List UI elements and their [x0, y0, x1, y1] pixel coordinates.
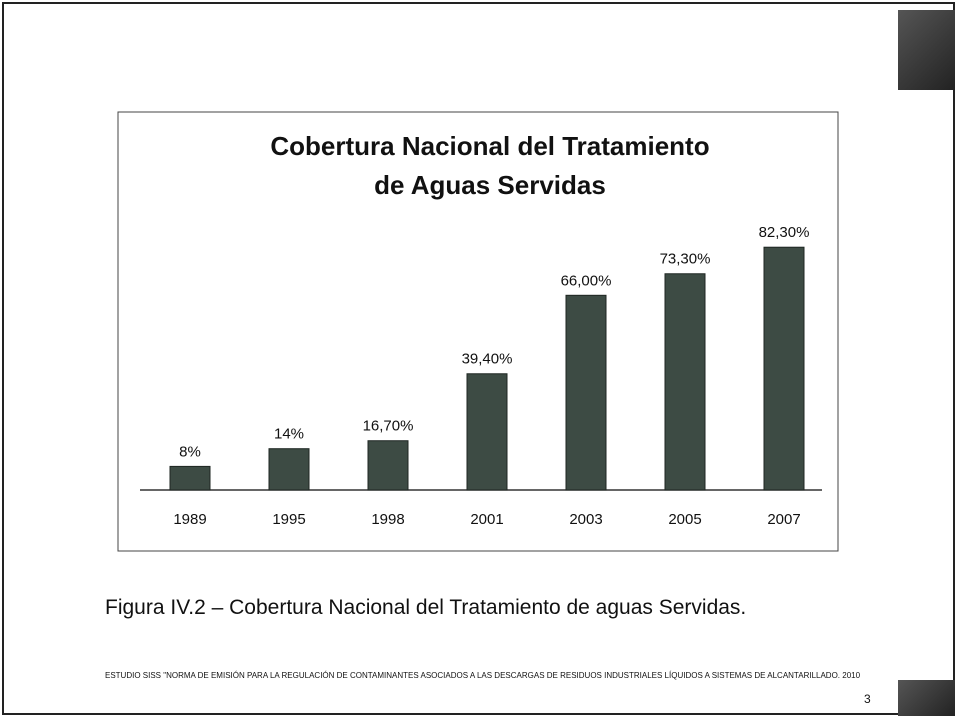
- corner-block: [898, 10, 955, 90]
- value-label: 16,70%: [363, 418, 414, 435]
- footer: ESTUDIO SISS "NORMA DE EMISIÓN PARA LA R…: [105, 671, 861, 680]
- chart-title: de Aguas Servidas: [374, 170, 606, 200]
- value-label: 8%: [179, 443, 201, 460]
- x-tick-label: 1989: [173, 511, 206, 528]
- bar: [565, 294, 607, 491]
- value-label: 14%: [274, 426, 304, 443]
- value-label: 73,30%: [660, 251, 711, 268]
- x-tick-label: 2001: [470, 511, 503, 528]
- value-label: 66,00%: [561, 272, 612, 289]
- bar: [169, 465, 211, 491]
- bar: [268, 448, 310, 491]
- corner-block: [898, 680, 955, 716]
- x-tick-label: 2007: [767, 511, 800, 528]
- chart-title: Cobertura Nacional del Tratamiento: [270, 131, 709, 161]
- value-label: 39,40%: [462, 351, 513, 368]
- bar: [466, 373, 508, 491]
- caption: Figura IV.2 – Cobertura Nacional del Tra…: [105, 596, 747, 619]
- x-tick-label: 2005: [668, 511, 701, 528]
- value-label: 82,30%: [759, 224, 810, 241]
- x-tick-label: 1998: [371, 511, 404, 528]
- bar: [367, 440, 409, 491]
- x-tick-label: 2003: [569, 511, 602, 528]
- x-tick-label: 1995: [272, 511, 305, 528]
- page-number: 3: [864, 692, 871, 706]
- bar: [664, 273, 706, 491]
- bar: [763, 246, 805, 491]
